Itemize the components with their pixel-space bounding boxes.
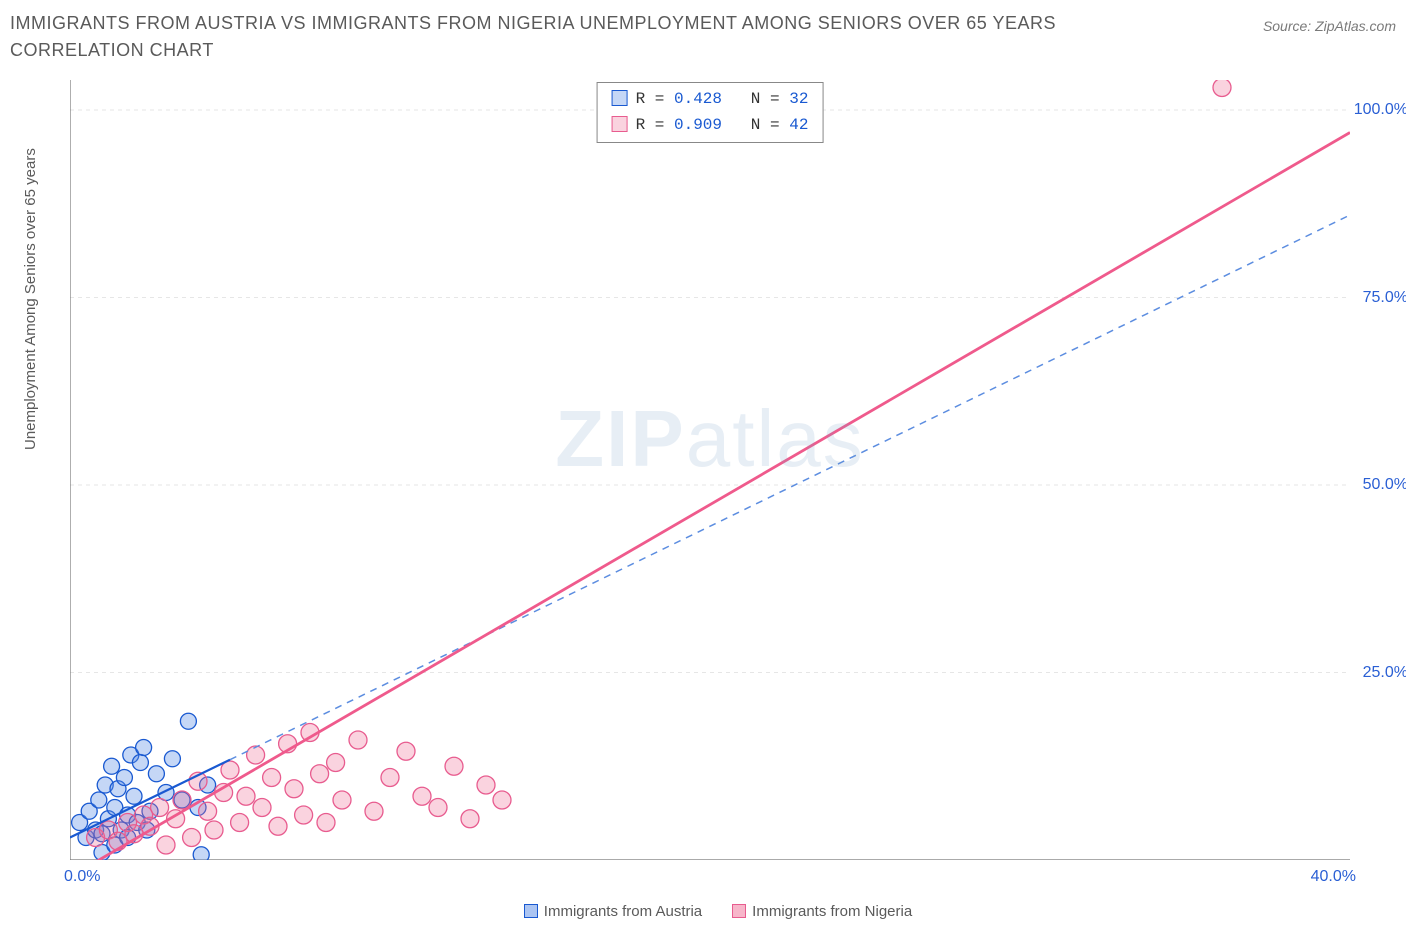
stats-legend-box: R = 0.428 N = 32R = 0.909 N = 42 <box>597 82 824 143</box>
stat-row: R = 0.909 N = 42 <box>612 113 809 139</box>
swatch-icon <box>612 116 628 132</box>
plot-area: ZIPatlas 0.0% 40.0% R = 0.428 N = 32R = … <box>70 80 1350 860</box>
x-tick-min: 0.0% <box>64 868 100 886</box>
legend-label: Immigrants from Nigeria <box>752 903 912 920</box>
swatch-icon <box>612 90 628 106</box>
y-tick-label: 100.0% <box>1354 101 1406 119</box>
y-tick-label: 25.0% <box>1363 664 1406 682</box>
legend-label: Immigrants from Austria <box>544 903 702 920</box>
x-tick-max: 40.0% <box>1311 868 1356 886</box>
swatch-icon <box>524 904 538 918</box>
scatter-svg <box>70 80 1350 860</box>
stat-row: R = 0.428 N = 32 <box>612 87 809 113</box>
legend-bottom: Immigrants from Austria Immigrants from N… <box>10 903 1396 920</box>
swatch-icon <box>732 904 746 918</box>
y-tick-label: 50.0% <box>1363 476 1406 494</box>
y-axis-label: Unemployment Among Seniors over 65 years <box>22 148 39 450</box>
y-tick-label: 75.0% <box>1363 289 1406 307</box>
chart-title: IMMIGRANTS FROM AUSTRIA VS IMMIGRANTS FR… <box>10 10 1110 64</box>
correlation-chart: IMMIGRANTS FROM AUSTRIA VS IMMIGRANTS FR… <box>10 10 1396 920</box>
source-attribution: Source: ZipAtlas.com <box>1263 18 1396 34</box>
